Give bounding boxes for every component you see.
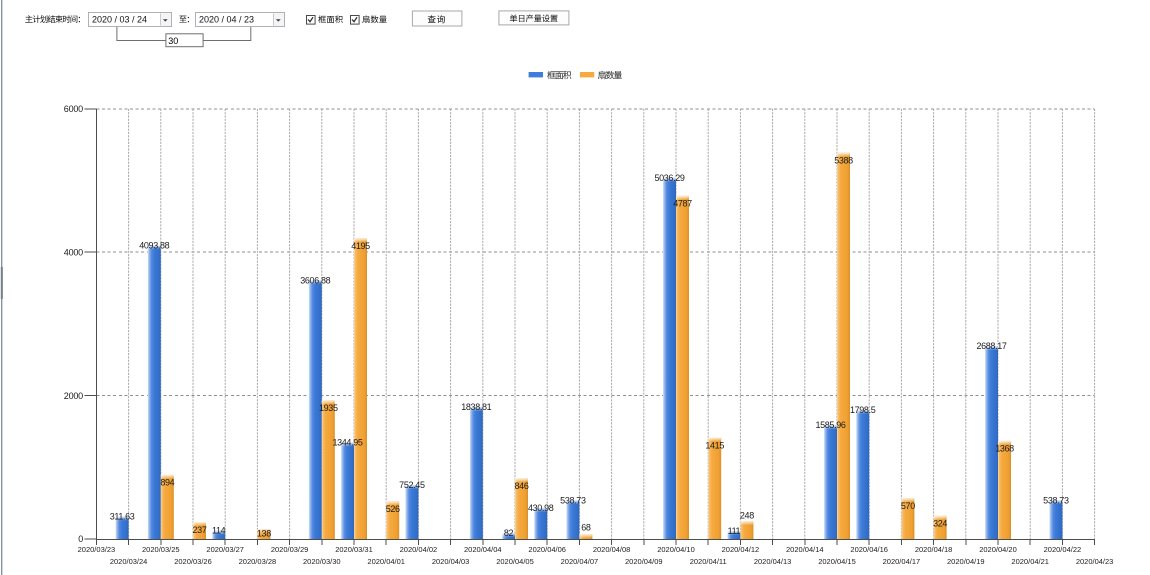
svg-text:2000: 2000 <box>64 391 83 401</box>
svg-text:111: 111 <box>728 526 741 536</box>
svg-text:5388: 5388 <box>834 156 853 166</box>
svg-text:2020/03/24: 2020/03/24 <box>110 557 148 566</box>
svg-text:3606.88: 3606.88 <box>300 275 330 285</box>
svg-text:0: 0 <box>78 534 83 544</box>
svg-text:570: 570 <box>901 501 915 511</box>
svg-text:2020/04/09: 2020/04/09 <box>625 557 663 566</box>
svg-text:2020/04/07: 2020/04/07 <box>561 557 599 566</box>
svg-text:2020/03/23: 2020/03/23 <box>78 545 116 554</box>
svg-text:538.73: 538.73 <box>1043 495 1069 505</box>
svg-text:2020/04/21: 2020/04/21 <box>1011 557 1049 566</box>
svg-text:2020/03/30: 2020/03/30 <box>303 557 341 566</box>
svg-text:4000: 4000 <box>64 247 83 257</box>
svg-text:82: 82 <box>504 528 514 538</box>
svg-text:2020/04/23: 2020/04/23 <box>1076 557 1114 566</box>
svg-text:114: 114 <box>212 526 226 536</box>
svg-text:752.45: 752.45 <box>399 480 425 490</box>
svg-text:1935: 1935 <box>319 403 338 413</box>
svg-text:1344.95: 1344.95 <box>332 438 362 448</box>
svg-text:2020/04/12: 2020/04/12 <box>722 545 760 554</box>
svg-text:894: 894 <box>160 478 174 488</box>
svg-text:2020/04/22: 2020/04/22 <box>1044 545 1082 554</box>
svg-text:1368: 1368 <box>995 444 1014 454</box>
svg-text:2020/04/01: 2020/04/01 <box>367 557 405 566</box>
svg-text:6000: 6000 <box>64 104 83 114</box>
svg-text:2020/04/17: 2020/04/17 <box>883 557 921 566</box>
svg-text:1585.96: 1585.96 <box>815 420 845 430</box>
svg-text:2020/04/15: 2020/04/15 <box>818 557 856 566</box>
svg-text:2020/04/11: 2020/04/11 <box>690 557 727 566</box>
svg-text:2688.17: 2688.17 <box>976 341 1006 351</box>
svg-text:2020/04/06: 2020/04/06 <box>528 545 566 554</box>
svg-text:4195: 4195 <box>351 241 370 251</box>
svg-text:324: 324 <box>933 519 947 529</box>
svg-text:2020/04/02: 2020/04/02 <box>400 545 438 554</box>
svg-text:2020/03/29: 2020/03/29 <box>271 545 309 554</box>
svg-text:237: 237 <box>193 525 207 535</box>
svg-text:1798.5: 1798.5 <box>850 405 876 415</box>
svg-text:2020 / 04 / 23: 2020 / 04 / 23 <box>199 14 254 24</box>
svg-text:311.63: 311.63 <box>110 512 135 522</box>
svg-text:5036.29: 5036.29 <box>654 173 684 183</box>
svg-text:1415: 1415 <box>705 440 724 450</box>
svg-text:430.98: 430.98 <box>528 503 554 513</box>
svg-text:2020/03/25: 2020/03/25 <box>142 545 180 554</box>
svg-text:2020/04/10: 2020/04/10 <box>657 545 695 554</box>
svg-text:2020/04/08: 2020/04/08 <box>593 545 631 554</box>
svg-text:2020/03/26: 2020/03/26 <box>174 557 212 566</box>
svg-text:2020/04/20: 2020/04/20 <box>979 545 1017 554</box>
svg-text:4787: 4787 <box>673 199 692 209</box>
svg-text:138: 138 <box>257 529 271 539</box>
svg-text:30: 30 <box>168 36 178 46</box>
svg-text:2020/03/27: 2020/03/27 <box>206 545 244 554</box>
svg-text:2020/04/19: 2020/04/19 <box>947 557 985 566</box>
svg-text:2020/04/05: 2020/04/05 <box>496 557 534 566</box>
svg-text:2020/04/13: 2020/04/13 <box>754 557 792 566</box>
svg-text:846: 846 <box>515 481 529 491</box>
svg-text:526: 526 <box>386 504 400 514</box>
svg-text:4093.88: 4093.88 <box>139 240 169 250</box>
svg-text:1838.81: 1838.81 <box>461 402 491 412</box>
svg-text:2020/04/14: 2020/04/14 <box>786 545 824 554</box>
svg-text:68: 68 <box>581 522 591 532</box>
svg-text:2020 / 03 / 24: 2020 / 03 / 24 <box>92 14 147 24</box>
svg-text:2020/03/31: 2020/03/31 <box>335 545 373 554</box>
svg-text:2020/04/16: 2020/04/16 <box>850 545 888 554</box>
svg-text:2020/04/04: 2020/04/04 <box>464 545 502 554</box>
svg-text:2020/04/03: 2020/04/03 <box>432 557 470 566</box>
svg-text:248: 248 <box>740 511 754 521</box>
svg-text:2020/03/28: 2020/03/28 <box>239 557 277 566</box>
svg-text:538.73: 538.73 <box>560 495 586 505</box>
svg-text:2020/04/18: 2020/04/18 <box>915 545 953 554</box>
